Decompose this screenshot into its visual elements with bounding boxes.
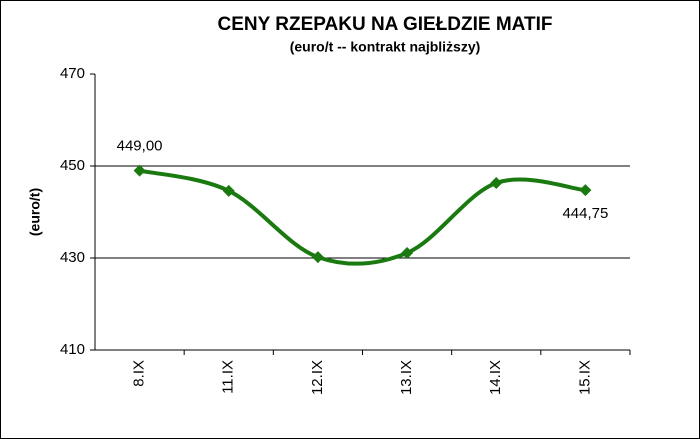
data-label: 444,75 [562, 205, 608, 222]
data-point [490, 177, 503, 190]
x-tick-label: 8.IX [131, 360, 148, 387]
data-point [579, 184, 592, 197]
y-tick-label: 430 [60, 249, 85, 266]
y-tick-label: 450 [60, 157, 85, 174]
chart-title: CENY RZEPAKU NA GIEŁDZIE MATIF [218, 14, 553, 35]
series-line [139, 168, 586, 266]
data-point [222, 184, 235, 197]
data-point [133, 164, 146, 177]
y-tick-label: 410 [60, 341, 85, 358]
data-label: 449,00 [117, 138, 163, 155]
y-tick-label: 470 [60, 65, 85, 82]
x-tick-label: 12.IX [309, 360, 326, 395]
x-tick-label: 15.IX [576, 360, 593, 395]
data-point [311, 251, 324, 264]
x-tick-label: 11.IX [220, 360, 237, 394]
chart-subtitle: (euro/t -- kontrakt najbliższy) [290, 39, 481, 55]
x-tick-label: 14.IX [487, 360, 504, 395]
x-tick-label: 13.IX [398, 360, 415, 395]
data-point [401, 246, 414, 259]
y-axis-label: (euro/t) [27, 188, 43, 236]
